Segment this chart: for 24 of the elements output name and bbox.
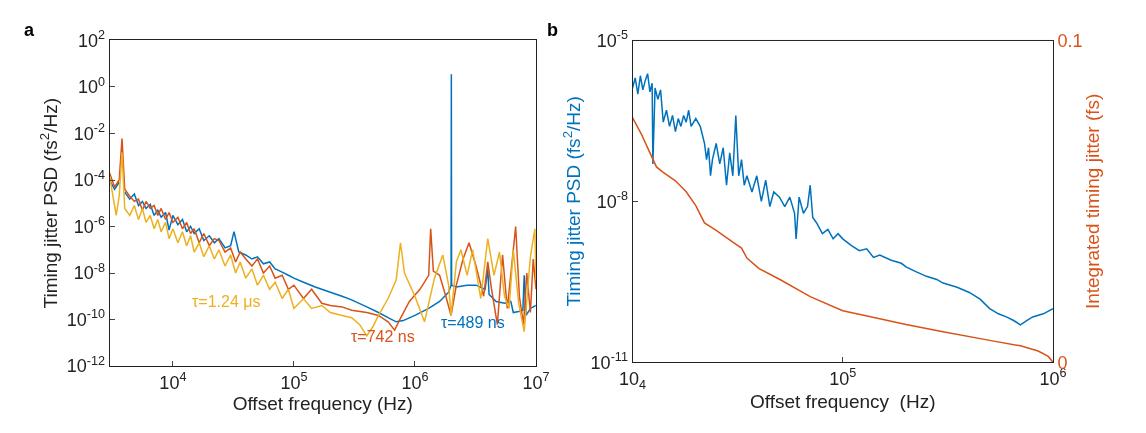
series-label: τ=742 ns: [351, 328, 415, 345]
y-tick-label: 10$^{-10}$: [66, 307, 106, 330]
text: a: [24, 20, 35, 40]
y-tick-label: 10$^{-8}$: [73, 260, 106, 284]
y-tick-label: 10$^{-4}$: [73, 167, 106, 191]
y-tick-label: 10$^{-12}$: [66, 353, 106, 377]
y2-axis-title: Integrated timing jitter (fs): [1082, 93, 1104, 310]
y2-tick-label: 0.1: [1057, 30, 1083, 51]
text: b: [547, 20, 558, 40]
y-tick-label: 10$^{-6}$: [73, 214, 106, 237]
series-label: τ=1.24 μs: [192, 293, 261, 310]
x-tick-label: 10$^{6}$: [401, 370, 429, 393]
y-tick-label: 10$^{0}$: [77, 74, 106, 98]
y-tick-label: 10$^{-5}$: [596, 28, 628, 51]
y-tick-label: 10$^{2}$: [77, 28, 106, 51]
x-tick-label: 10$^{7}$: [522, 370, 550, 393]
series-label: τ=489 ns: [441, 314, 505, 331]
x-tick-label: 10$^{4}$: [159, 370, 187, 393]
x-tick-label: 10$^{5}$: [280, 370, 308, 393]
y-tick-label: 10$^{-8}$: [596, 189, 628, 212]
y-tick-label: 10$^{-2}$: [73, 121, 106, 144]
x-axis-title: Offset frequency (Hz): [232, 392, 413, 414]
x-axis-title: Offset frequency (Hz): [749, 391, 936, 413]
x-tick-label: 10$^{5}$: [829, 366, 857, 389]
